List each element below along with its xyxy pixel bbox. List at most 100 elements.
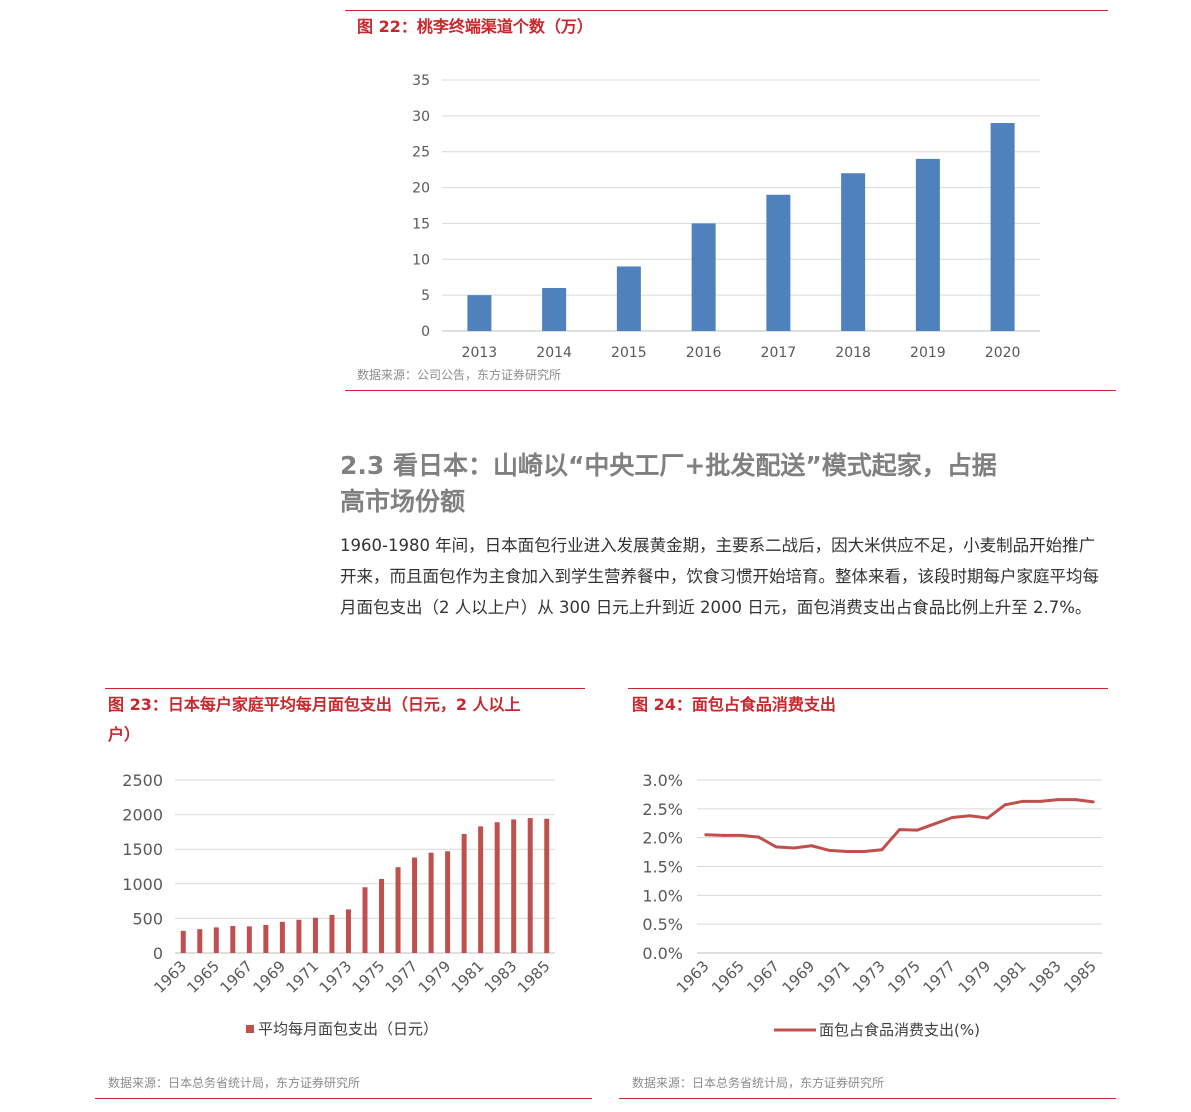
x-tick-label: 1975 (349, 957, 389, 997)
x-tick-label: 2020 (985, 345, 1021, 361)
data-point (880, 848, 884, 852)
x-tick-label: 1969 (779, 957, 819, 997)
data-point (827, 848, 831, 852)
x-tick-label: 1979 (415, 957, 455, 997)
bar (990, 123, 1015, 332)
x-tick-label: 1979 (955, 957, 995, 997)
x-tick-label: 1977 (382, 957, 422, 997)
x-tick-label: 2017 (761, 345, 797, 361)
bar (511, 819, 517, 953)
bar (197, 929, 203, 953)
data-point (792, 846, 796, 850)
legend-label: 平均每月面包支出（日元） (258, 1020, 438, 1038)
fig24-chart: 0.0% 0.5% 1.0% 1.5% 2.0% 2.5% 3.0% 196319651967… (642, 771, 1102, 1039)
x-tick-label: 1985 (1060, 957, 1100, 997)
fig24-source: 数据来源：日本总务省统计局，东方证券研究所 (632, 1076, 885, 1090)
y-tick-label: 35 (412, 73, 430, 89)
x-tick-label: 1981 (990, 957, 1030, 997)
data-point (1074, 798, 1078, 802)
data-point (915, 828, 919, 832)
fig24-top-rule (628, 688, 1108, 689)
x-tick-label: 2014 (536, 345, 572, 361)
bar (379, 878, 385, 953)
bar (467, 295, 492, 331)
bar (494, 822, 500, 953)
y-tick-label: 10 (412, 252, 430, 268)
bar (329, 914, 335, 953)
y-tick-label: 15 (412, 216, 430, 232)
data-point (968, 814, 972, 818)
x-tick-label: 1965 (708, 957, 748, 997)
data-point (845, 850, 849, 854)
fig23-title-line2: 户） (108, 725, 141, 744)
x-tick-label: 1971 (814, 957, 854, 997)
x-tick-label: 1975 (884, 957, 924, 997)
y-tick-label: 1.5% (642, 858, 683, 877)
y-tick-label: 0.0% (642, 944, 683, 963)
y-tick-label: 5 (421, 288, 430, 304)
data-point (757, 835, 761, 839)
y-tick-label: 1000 (122, 875, 163, 894)
x-tick-label: 1983 (481, 957, 521, 997)
y-tick-label: 500 (132, 909, 163, 928)
y-tick-label: 20 (412, 181, 430, 197)
bar (279, 921, 285, 953)
bar (766, 194, 791, 331)
legend-swatch (246, 1025, 254, 1033)
data-point (933, 822, 937, 826)
bar (345, 909, 351, 953)
data-point (1021, 799, 1025, 803)
data-point (739, 833, 743, 837)
bar (915, 158, 940, 331)
x-tick-label: 1973 (849, 957, 889, 997)
y-tick-label: 30 (412, 109, 430, 125)
fig23-bottom-rule (95, 1098, 592, 1099)
data-point (1056, 798, 1060, 802)
fig22-bottom-rule (345, 390, 1116, 391)
fig23-source: 数据来源：日本总务省统计局，东方证券研究所 (108, 1076, 361, 1090)
data-point (721, 833, 725, 837)
y-tick-label: 3.0% (642, 771, 683, 790)
data-point (1003, 803, 1007, 807)
x-tick-label: 1977 (919, 957, 959, 997)
y-tick-label: 0 (153, 944, 163, 963)
data-point (986, 816, 990, 820)
data-point (898, 828, 901, 832)
x-tick-label: 1967 (743, 957, 783, 997)
y-tick-label: 25 (412, 145, 430, 161)
bar (230, 926, 236, 953)
bar (527, 818, 533, 953)
bar (246, 926, 252, 953)
bar (296, 919, 302, 953)
fig24-bottom-rule (619, 1098, 1116, 1099)
fig24-title: 图 24：面包占食品消费支出 (632, 695, 836, 714)
section-heading-line1: 2.3 看日本：山崎以“中央工厂+批发配送”模式起家，占据 (340, 451, 997, 480)
x-tick-label: 2013 (462, 345, 498, 361)
y-tick-label: 2.0% (642, 829, 683, 848)
data-point (950, 815, 954, 819)
bar (213, 927, 219, 953)
x-tick-label: 2018 (835, 345, 871, 361)
y-tick-label: 2000 (122, 806, 163, 825)
bar (312, 917, 318, 953)
fig23-chart: 0 500 1000 1500 2000 2500 19631965196719691971… (122, 771, 555, 1038)
fig23-top-rule (105, 688, 585, 689)
x-tick-label: 1985 (514, 957, 554, 997)
x-tick-label: 1973 (316, 957, 356, 997)
bar (445, 851, 451, 953)
y-tick-label: 0.5% (642, 915, 683, 934)
x-tick-label: 1965 (183, 957, 223, 997)
bar (412, 857, 418, 953)
bar (180, 930, 186, 953)
y-tick-label: 1.0% (642, 886, 683, 905)
fig23-title-line1: 图 23：日本每户家庭平均每月面包支出（日元，2 人以上 (108, 695, 521, 714)
bar (461, 833, 467, 953)
data-point (1038, 799, 1042, 803)
data-point (704, 833, 708, 837)
bar (841, 173, 866, 331)
bar (616, 266, 641, 331)
bar (428, 852, 434, 953)
bar (544, 818, 550, 953)
bar (542, 287, 567, 331)
section-heading-line2: 高市场份额 (340, 487, 466, 516)
